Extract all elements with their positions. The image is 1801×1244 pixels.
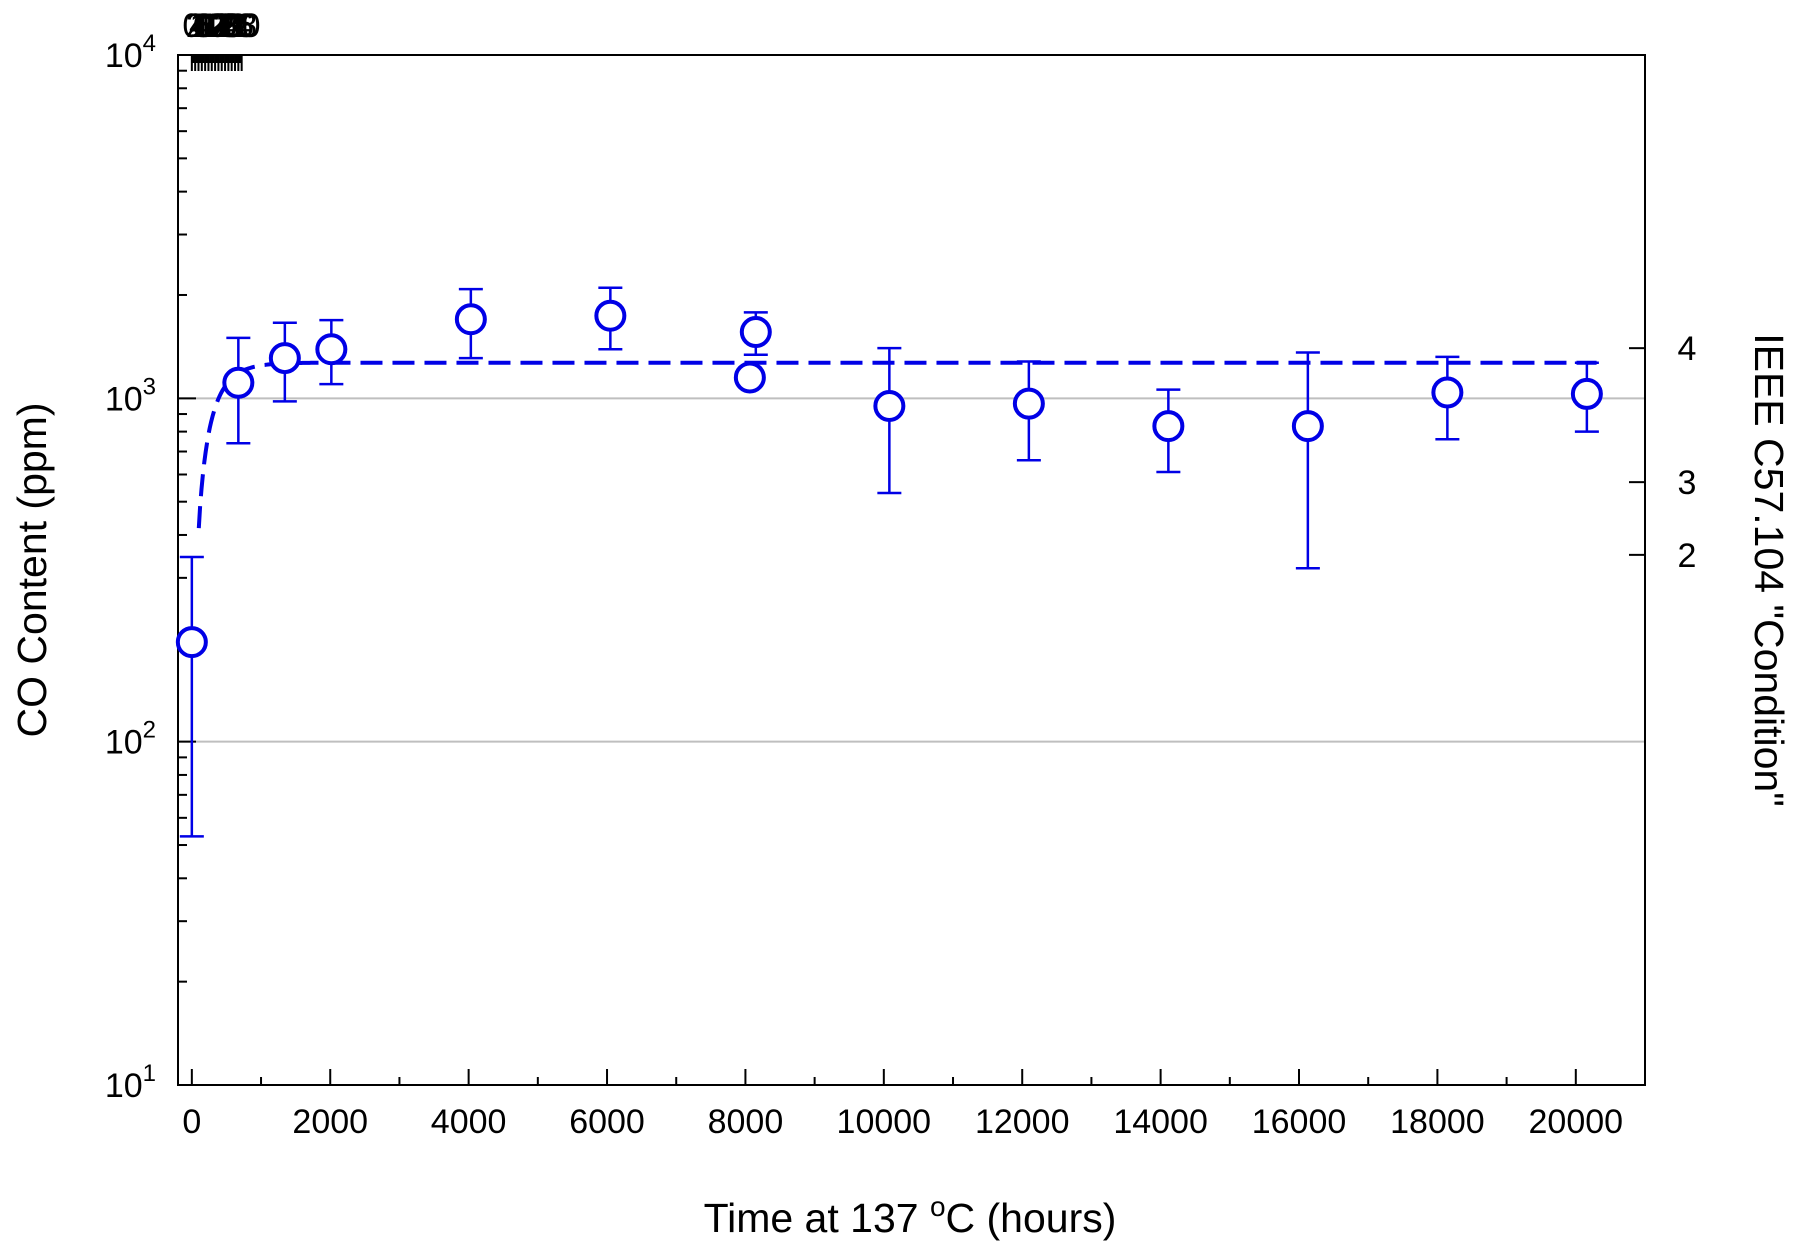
x-tick-label: 18000: [1390, 1103, 1485, 1141]
y-tick-label: 104: [105, 30, 156, 75]
x-tick-label: 10000: [837, 1103, 932, 1141]
x2-tick-label: 2: [186, 7, 205, 45]
x-axis-title-suffix: C (hours): [946, 1195, 1117, 1241]
y-tick-exponent: 4: [143, 30, 156, 57]
x2-tick-label: 24: [213, 7, 251, 45]
y2-axis-title: IEEE C57.104 "Condition": [1746, 333, 1792, 807]
y-tick-base: 10: [105, 380, 143, 418]
data-point: [315, 333, 348, 366]
y2-tick-label: 2: [1678, 537, 1697, 575]
x-tick-label: 4000: [431, 1103, 507, 1141]
x-tick-label: 20000: [1529, 1103, 1624, 1141]
data-point: [733, 361, 766, 394]
data-point: [1291, 410, 1324, 443]
x-axis-title-superscript: o: [930, 1191, 946, 1222]
x2-tick-label: 10: [190, 7, 228, 45]
tick-labels: 0 2000 4000 6000 8000 10000 12000 14000 16000 180…: [105, 7, 1697, 1141]
data-point: [175, 626, 208, 659]
x-axis-title-prefix: Time at 137: [704, 1195, 930, 1241]
y-tick-exponent: 3: [143, 373, 156, 400]
x2-tick-label: 20: [206, 7, 244, 45]
y-tick-exponent: 1: [143, 1060, 156, 1087]
plot-frame: [177, 54, 1646, 1086]
data-point: [222, 366, 255, 399]
data-points-layer: [175, 286, 1603, 838]
x-tick-label: 14000: [1113, 1103, 1208, 1141]
x-tick-label: 12000: [975, 1103, 1070, 1141]
x-tick-label: 2000: [292, 1103, 368, 1141]
data-point: [873, 389, 906, 422]
x-tick-label: 16000: [1252, 1103, 1347, 1141]
y-tick-exponent: 2: [143, 717, 156, 744]
x2-tick-label: 30: [223, 7, 261, 45]
y-tick-base: 10: [105, 37, 143, 75]
x2-tick-label: 6: [192, 7, 211, 45]
x2-tick-label: 26: [216, 7, 254, 45]
data-point: [594, 299, 627, 332]
x-tick-label: 6000: [569, 1103, 645, 1141]
x-axis-title: Time at 137 oC (hours): [704, 1191, 1117, 1241]
y-tick-base: 10: [105, 1067, 143, 1105]
x2-tick-label: 14: [196, 7, 234, 45]
data-point: [1152, 410, 1185, 443]
x2-tick-label: 12: [193, 7, 231, 45]
x2-tick-label: 8: [196, 7, 215, 45]
x2-tick-label: 18: [203, 7, 241, 45]
data-point: [1012, 387, 1045, 420]
x2-tick-label: 0: [182, 7, 201, 45]
y-tick-label: 102: [105, 717, 156, 762]
x-tick-label: 8000: [708, 1103, 784, 1141]
x2-tick-label: 16: [199, 7, 237, 45]
x2-tick-label: 28: [219, 7, 257, 45]
x2-tick-label: 4: [189, 7, 208, 45]
y2-tick-label: 4: [1678, 330, 1697, 368]
x-tick-label: 0: [182, 1103, 201, 1141]
y-tick-label: 101: [105, 1060, 156, 1105]
data-point: [1570, 377, 1603, 410]
y-tick-base: 10: [105, 724, 143, 762]
fit-curve: [196, 360, 1597, 529]
data-point: [1431, 376, 1464, 409]
axis-ticks: [178, 54, 1645, 1086]
fit-curve-layer: [196, 360, 1597, 529]
y-axis-title: CO Content (ppm): [9, 403, 55, 738]
gridlines: [178, 397, 1645, 743]
data-point: [739, 316, 772, 349]
y-tick-label: 103: [105, 373, 156, 418]
y2-tick-label: 3: [1678, 464, 1697, 502]
data-point: [454, 303, 487, 336]
x2-tick-label: 22: [209, 7, 247, 45]
data-point: [268, 342, 301, 375]
